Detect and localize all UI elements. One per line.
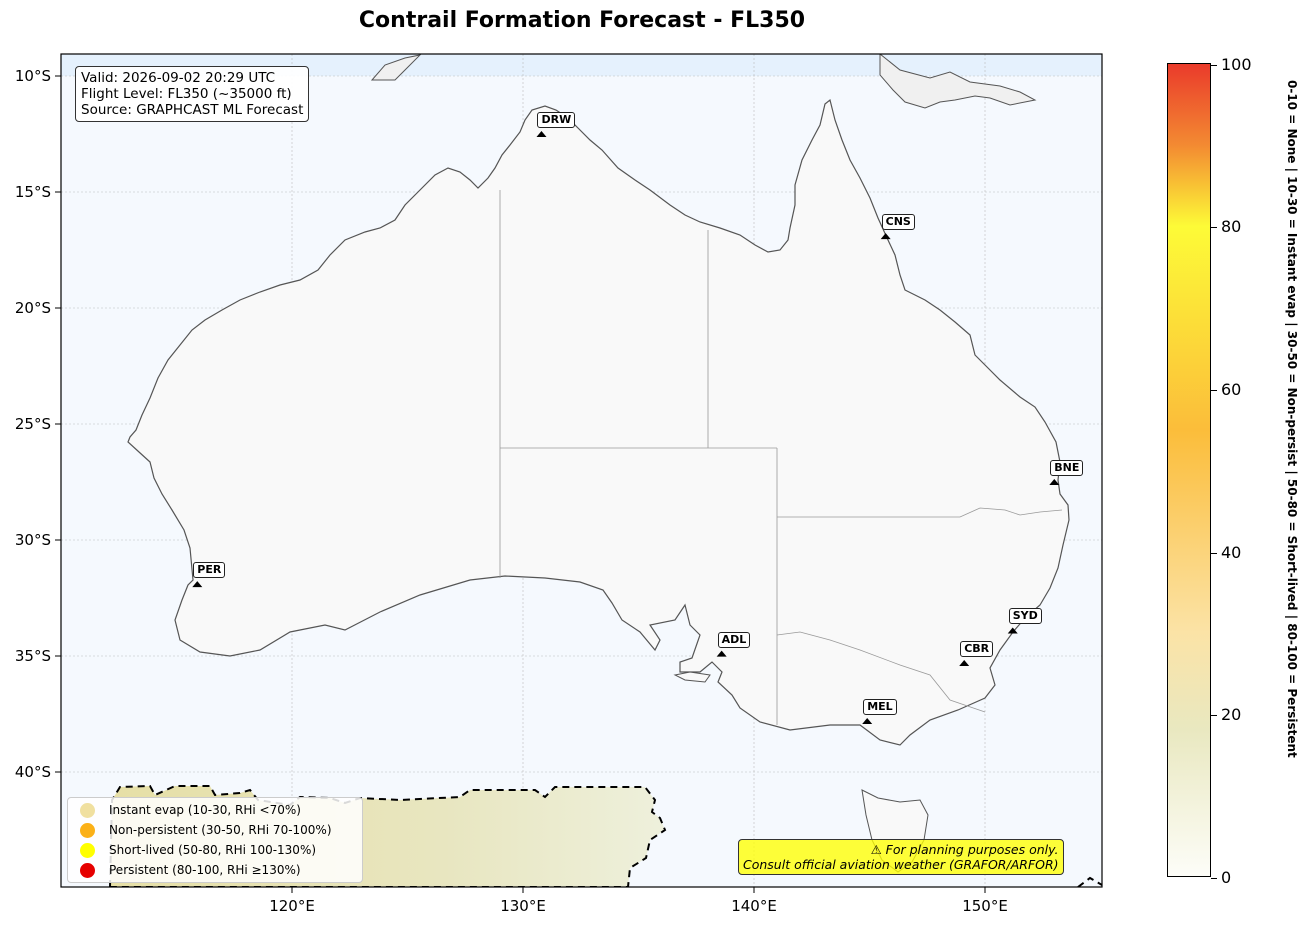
legend-swatch	[80, 822, 95, 838]
landmass-north	[370, 54, 422, 81]
legend-label: Short-lived (50-80, RHi 100-130%)	[109, 843, 317, 857]
legend-swatch	[80, 842, 95, 858]
north-band	[61, 54, 1102, 76]
city-marker-drw	[536, 131, 547, 137]
legend-label: Non-persistent (30-50, RHi 70-100%)	[109, 823, 332, 837]
city-marker-per	[192, 581, 203, 588]
colorbar-tick: 20	[1211, 705, 1241, 724]
valid-time-text: Valid: 2026-09-02 20:29 UTC	[81, 70, 276, 86]
australia-mainland	[127, 98, 1070, 746]
city-marker-adl	[716, 650, 727, 657]
source-text: Source: GRAPHCAST ML Forecast	[81, 102, 304, 118]
lat-tick-label: 35°S	[15, 647, 51, 665]
landmass-png	[879, 54, 1037, 109]
legend-label: Persistent (80-100, RHi ≥130%)	[109, 863, 301, 877]
legend-item: Instant evap (10-30, RHi <70%)	[68, 800, 362, 820]
city-label-mel: MEL	[863, 698, 897, 715]
city-markers	[192, 131, 1060, 724]
lon-tick-label: 140°E	[731, 897, 777, 915]
legend: Instant evap (10-30, RHi <70%) Non-persi…	[67, 797, 363, 883]
legend-item: Short-lived (50-80, RHi 100-130%)	[68, 840, 362, 860]
lat-tick-label: 15°S	[15, 183, 51, 201]
colorbar	[1167, 63, 1211, 877]
warning-line-1: ⚠ For planning purposes only.	[870, 842, 1059, 857]
contrail-region-se	[1077, 876, 1102, 887]
chart-title: Contrail Formation Forecast - FL350	[358, 8, 806, 33]
legend-item: Persistent (80-100, RHi ≥130%)	[68, 860, 362, 880]
legend-swatch	[80, 862, 95, 878]
legend-item: Non-persistent (30-50, RHi 70-100%)	[68, 820, 362, 840]
legend-label: Instant evap (10-30, RHi <70%)	[109, 803, 301, 817]
lat-tick-label: 25°S	[15, 415, 51, 433]
lon-tick-labels: 120°E 130°E 140°E 150°E	[269, 897, 1008, 915]
colorbar-tick: 0	[1211, 868, 1231, 887]
city-marker-bne	[1049, 479, 1060, 485]
lat-tick-label: 40°S	[15, 763, 51, 781]
colorbar-tick: 80	[1211, 217, 1241, 236]
city-label-bne: BNE	[1050, 460, 1084, 476]
city-label-adl: ADL	[717, 631, 751, 648]
lat-tick-label: 30°S	[15, 531, 51, 549]
lon-tick-label: 120°E	[269, 897, 315, 915]
city-label-syd: SYD	[1008, 608, 1042, 625]
city-label-cbr: CBR	[960, 640, 994, 657]
city-marker-cbr	[959, 659, 970, 666]
flight-level-text: Flight Level: FL350 (~35000 ft)	[81, 86, 292, 102]
legend-swatch	[80, 802, 95, 818]
plot-frame	[60, 53, 1103, 888]
lat-tick-label: 20°S	[15, 299, 51, 317]
city-marker-cns	[880, 233, 891, 240]
lon-tick-label: 150°E	[962, 897, 1008, 915]
tick-marks	[55, 75, 986, 893]
lat-tick-label: 10°S	[15, 67, 51, 85]
planning-warning: ⚠ For planning purposes only. Consult of…	[738, 839, 1064, 875]
forecast-info-box: Valid: 2026-09-02 20:29 UTC Flight Level…	[75, 66, 310, 122]
colorbar-label: 0-10 = None | 10-30 = Instant evap | 30-…	[1285, 80, 1299, 758]
state-borders	[499, 190, 1063, 725]
city-marker-syd	[1007, 627, 1018, 634]
city-label-drw: DRW	[537, 112, 576, 128]
lat-tick-labels: 10°S 15°S 20°S 25°S 30°S 35°S 40°S	[15, 67, 51, 781]
city-label-per: PER	[193, 562, 226, 579]
colorbar-label-wrap: 0-10 = None | 10-30 = Instant evap | 30-…	[1279, 80, 1299, 880]
colorbar-tick: 60	[1211, 380, 1241, 399]
city-marker-mel	[862, 717, 873, 724]
colorbar-tick: 40	[1211, 543, 1241, 562]
city-label-cns: CNS	[881, 214, 915, 231]
lon-tick-label: 130°E	[500, 897, 546, 915]
warning-line-2: Consult official aviation weather (GRAFO…	[743, 857, 1059, 872]
colorbar-tick: 100	[1211, 55, 1252, 74]
kangaroo-island	[673, 671, 711, 683]
